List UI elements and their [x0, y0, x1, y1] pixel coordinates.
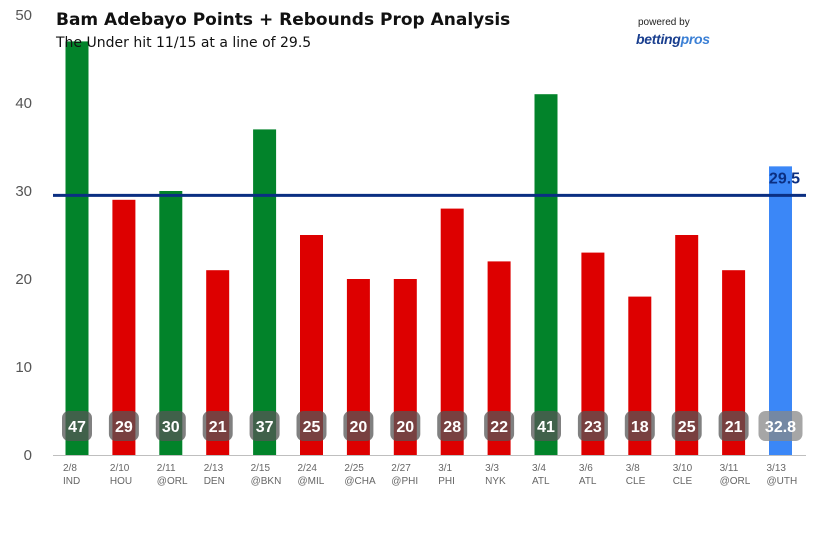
bar-under [581, 252, 605, 455]
value-label-box [155, 411, 186, 441]
value-label: 18 [631, 419, 649, 436]
x-tick-date: 3/6 [579, 463, 593, 474]
value-label-box [577, 411, 608, 441]
value-label: 47 [68, 419, 86, 436]
y-tick-label: 40 [15, 95, 32, 112]
value-label-box [671, 411, 702, 441]
value-label: 23 [584, 419, 602, 436]
bars [65, 41, 792, 456]
value-label: 37 [256, 419, 274, 436]
bar-over [253, 129, 277, 455]
x-tick-opponent: @ORL [720, 476, 751, 487]
bar-over [65, 41, 89, 456]
brand-name: bettingpros [636, 31, 726, 47]
bar-under [487, 261, 511, 455]
value-label: 32.8 [765, 419, 796, 436]
bar-projection [769, 166, 792, 456]
prop-line: 29.5 [53, 170, 806, 197]
value-label-box [718, 411, 749, 441]
x-tick-date: 2/8 [63, 463, 77, 474]
x-tick-opponent: NYK [485, 476, 506, 487]
chart-subtitle: The Under hit 11/15 at a line of 29.5 [56, 35, 312, 51]
x-tick-opponent: @UTH [767, 476, 798, 487]
x-tick-opponent: @BKN [251, 476, 282, 487]
value-label-box [108, 411, 139, 441]
bar-over [159, 191, 183, 455]
y-tick-label: 20 [15, 271, 32, 288]
x-tick-opponent: HOU [110, 476, 132, 487]
value-label-box [624, 411, 655, 441]
x-tick-opponent: @MIL [298, 476, 325, 487]
value-label-box [758, 411, 803, 441]
x-tick-date: 3/1 [438, 463, 452, 474]
x-tick-date: 2/13 [204, 463, 224, 474]
y-axis-ticks: 0 10 20 30 40 50 [15, 7, 32, 464]
value-label-box [343, 411, 374, 441]
x-tick-opponent: PHI [438, 476, 455, 487]
x-tick-date: 3/3 [485, 463, 499, 474]
y-tick-label: 0 [24, 447, 32, 464]
bar-under [206, 270, 230, 455]
x-tick-opponent: IND [63, 476, 80, 487]
x-tick-date: 3/11 [720, 463, 739, 474]
brand-name-part1: betting [636, 31, 681, 47]
value-label-box [62, 411, 92, 441]
prop-line-label: 29.5 [769, 170, 800, 187]
chart-title: Bam Adebayo Points + Rebounds Prop Analy… [56, 10, 511, 30]
x-tick-date: 3/10 [673, 463, 693, 474]
y-tick-label: 50 [15, 7, 32, 24]
value-label-box [202, 411, 233, 441]
x-tick-opponent: @CHA [344, 476, 376, 487]
x-tick-date: 2/10 [110, 463, 130, 474]
bar-under [112, 199, 136, 455]
value-label: 22 [490, 419, 508, 436]
x-tick-date: 3/13 [767, 463, 787, 474]
value-label-box [296, 411, 327, 441]
value-label: 20 [350, 419, 368, 436]
value-label-box [249, 411, 280, 441]
y-tick-label: 30 [15, 183, 32, 200]
bar-under [722, 270, 746, 455]
bar-under [440, 208, 464, 455]
value-label: 28 [443, 419, 461, 436]
x-tick-date: 2/27 [391, 463, 411, 474]
value-label: 41 [537, 419, 555, 436]
x-tick-opponent: CLE [673, 476, 693, 487]
y-tick-label: 10 [15, 359, 32, 376]
value-label: 29 [115, 419, 133, 436]
bar-under [675, 235, 699, 455]
bettingpros-logo[interactable]: powered by bettingpros [636, 17, 726, 47]
x-tick-date: 2/24 [298, 463, 318, 474]
x-tick-opponent: CLE [626, 476, 646, 487]
value-label: 21 [209, 419, 227, 436]
value-label: 21 [725, 419, 743, 436]
x-tick-date: 3/4 [532, 463, 546, 474]
x-tick-date: 2/25 [344, 463, 364, 474]
value-label-box [484, 411, 515, 441]
x-tick-opponent: ATL [579, 476, 597, 487]
value-label: 20 [396, 419, 414, 436]
x-tick-date: 2/15 [251, 463, 271, 474]
brand-name-part2: pros [680, 31, 710, 47]
value-label-box [390, 411, 421, 441]
x-tick-opponent: @ORL [157, 476, 188, 487]
powered-by-text: powered by [638, 17, 690, 28]
x-axis-labels: 2/8 IND 2/10 HOU 2/11 @ORL 2/13 DEN 2/15 @BKN 2/24… [63, 463, 797, 487]
bar-over [534, 94, 558, 455]
value-label: 25 [303, 419, 321, 436]
x-tick-opponent: DEN [204, 476, 225, 487]
value-label: 25 [678, 419, 696, 436]
value-label-box [531, 411, 561, 441]
x-tick-date: 2/11 [157, 463, 176, 474]
value-labels: 47 29 30 21 37 25 20 20 28 22 41 23 18 25 21 32.8 [62, 411, 803, 441]
value-label: 30 [162, 419, 180, 436]
x-tick-date: 3/8 [626, 463, 640, 474]
x-tick-opponent: ATL [532, 476, 550, 487]
x-tick-opponent: @PHI [391, 476, 418, 487]
bar-under [300, 235, 323, 455]
value-label-box [437, 411, 468, 441]
